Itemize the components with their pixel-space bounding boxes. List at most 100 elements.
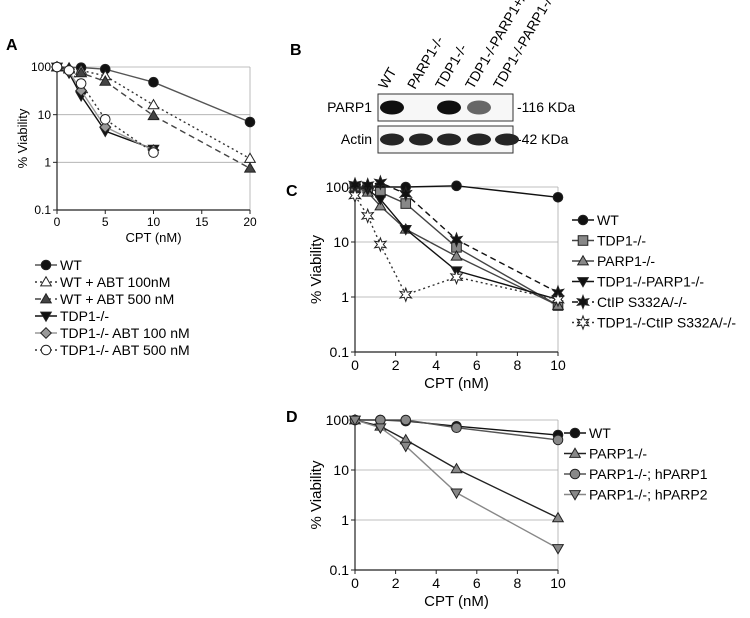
legend-label: PARP1-/-; hPARP2 <box>589 486 708 502</box>
panel-a-chart: 0.1 1 10 100 0 5 10 15 20 CPT (nM) % Viability <box>15 60 257 245</box>
blot-size-label: -42 KDa <box>517 131 569 147</box>
y-tick-label: 10 <box>38 108 52 122</box>
blot-band <box>380 133 404 146</box>
data-point <box>398 286 413 303</box>
x-tick-label: 6 <box>473 575 481 591</box>
data-point <box>373 174 388 191</box>
y-tick-label: 100 <box>326 179 350 195</box>
legend-label: PARP1-/- <box>589 445 647 461</box>
data-point <box>451 180 462 192</box>
data-point <box>551 291 565 308</box>
legend-marker <box>576 277 590 288</box>
panel-label-a: A <box>6 37 18 54</box>
x-axis-title: CPT (nM) <box>424 375 489 392</box>
data-point <box>450 249 463 261</box>
y-tick-label: 1 <box>44 156 51 170</box>
legend-marker <box>39 311 53 323</box>
y-tick-label: 1 <box>341 289 349 305</box>
x-tick-label: 10 <box>550 357 566 373</box>
blot-band <box>495 133 519 146</box>
x-tick-label: 10 <box>550 575 566 591</box>
data-point <box>450 488 463 500</box>
data-point <box>360 207 375 224</box>
panel-d-legend: WT PARP1-/- PARP1-/-; hPARP1 PARP1-/-; hPAR… <box>564 425 708 502</box>
panel-d-chart: 0.1 1 10 100 0 2 4 6 8 10 CPT (nM) % Viability <box>308 412 566 610</box>
data-point <box>449 269 464 286</box>
data-point <box>243 152 257 163</box>
legend-item: TDP1-/- <box>572 232 646 248</box>
data-point <box>244 116 256 128</box>
legend-item: TDP1-/- ABT 500 nM <box>35 342 190 358</box>
x-tick-label: 6 <box>473 357 481 373</box>
legend-marker <box>569 468 581 480</box>
data-point <box>74 66 88 78</box>
data-point <box>147 98 160 110</box>
blot-row-label: Actin <box>341 131 372 147</box>
y-axis-title: % Viability <box>308 460 325 529</box>
legend-marker <box>576 293 590 311</box>
data-point <box>360 177 375 194</box>
x-tick-label: 8 <box>514 575 522 591</box>
y-axis-title: % Viability <box>15 108 30 168</box>
panel-label-b: B <box>290 42 302 59</box>
x-tick-label: 5 <box>102 215 109 229</box>
data-point <box>399 441 412 453</box>
y-tick-label: 1 <box>341 512 349 528</box>
data-point <box>243 161 257 173</box>
data-point <box>399 224 412 236</box>
panel-label-d: D <box>286 409 298 426</box>
legend-item: WT <box>572 212 619 228</box>
x-tick-label: 10 <box>147 215 161 229</box>
data-point <box>400 414 412 426</box>
legend-marker <box>576 254 590 266</box>
legend-label: TDP1-/- ABT 100 nM <box>60 325 190 341</box>
legend-item: WT <box>564 425 611 441</box>
legend-marker <box>569 427 581 439</box>
blot-band <box>380 100 404 115</box>
data-point <box>148 147 159 158</box>
x-tick-label: 20 <box>243 215 257 229</box>
legend-label: WT + ABT 500 nM <box>60 291 174 307</box>
data-point <box>551 544 565 555</box>
data-point <box>449 231 464 248</box>
data-point <box>147 109 160 121</box>
legend-label: TDP1-/-PARP1-/- <box>597 273 704 289</box>
legend-label: CtIP S332A/-/- <box>597 294 687 310</box>
x-axis-title: CPT (nM) <box>424 593 489 610</box>
data-point <box>99 121 112 134</box>
y-axis-title: % Viability <box>308 235 325 304</box>
blot-band <box>437 100 461 115</box>
data-point <box>552 191 564 203</box>
legend-label: TDP1-/- <box>597 232 646 248</box>
blot-band <box>467 133 491 146</box>
data-point <box>348 187 362 204</box>
blot-band <box>467 100 491 115</box>
legend-item: CtIP S332A/-/- <box>572 293 687 311</box>
legend-marker <box>568 447 582 458</box>
y-tick-label: 10 <box>333 234 349 250</box>
series-line <box>354 419 559 550</box>
legend-item: PARP1-/-; hPARP2 <box>564 486 708 502</box>
legend-item: WT + ABT 500 nM <box>35 291 174 307</box>
y-tick-label: 0.1 <box>34 203 51 217</box>
x-tick-label: 4 <box>432 357 440 373</box>
panel-c-chart: 0.1 1 10 100 0 2 4 6 8 10 CPT (nM) % Viability <box>308 174 566 392</box>
legend-item: PARP1-/- <box>572 253 655 269</box>
legend-item: TDP1-/- ABT 100 nM <box>35 325 190 341</box>
legend-item: TDP1-/-CtIP S332A/-/- <box>572 314 736 331</box>
blot-row-label: PARP1 <box>327 99 372 115</box>
x-tick-label: 15 <box>195 215 209 229</box>
data-point <box>75 78 87 89</box>
x-tick-label: 0 <box>54 215 61 229</box>
y-tick-label: 100 <box>326 412 350 428</box>
data-point <box>375 414 386 426</box>
x-tick-label: 2 <box>392 575 400 591</box>
legend-item: WT + ABT 100nM <box>35 274 170 290</box>
legend-label: TDP1-/-CtIP S332A/-/- <box>597 314 736 330</box>
data-point <box>374 423 387 435</box>
legend-marker <box>39 326 53 340</box>
x-axis-title: CPT (nM) <box>125 230 181 245</box>
data-point <box>552 434 564 446</box>
panel-b-western-blot: WT PARP1-/-TDP1-/-TDP1-/-PARP1+/-TDP1-/-P… <box>327 0 575 154</box>
